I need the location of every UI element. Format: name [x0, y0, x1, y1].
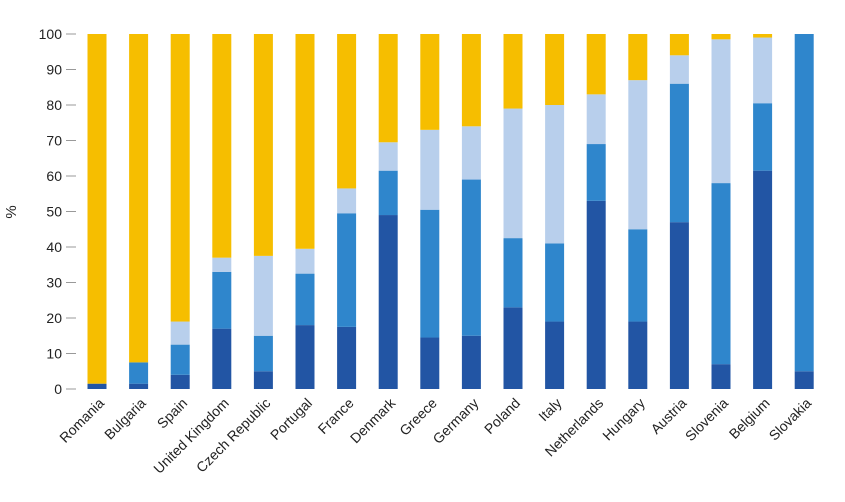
y-tick-label: 10 — [46, 346, 62, 362]
bar-segment-2 — [337, 213, 357, 327]
bar-segment-3 — [711, 39, 731, 184]
bar-segment-4 — [129, 34, 149, 363]
bars — [87, 34, 814, 389]
bar-segment-2 — [212, 271, 232, 329]
bar-segment-1 — [753, 170, 773, 389]
x-tick-label: Denmark — [347, 394, 399, 446]
bar-segment-2 — [794, 34, 814, 372]
y-tick-label: 80 — [46, 97, 62, 113]
y-tick-label: 60 — [46, 168, 62, 184]
bar-segment-4 — [545, 34, 565, 105]
x-tick-label: Portugal — [267, 395, 315, 443]
x-tick-label: Bulgaria — [101, 395, 149, 443]
y-axis-label: % — [3, 205, 20, 218]
bar-segment-3 — [212, 257, 232, 272]
bar-segment-3 — [461, 126, 481, 180]
y-axis: 0 10 20 30 40 50 60 70 80 90 100 — [39, 26, 76, 397]
bar-segment-4 — [503, 34, 523, 109]
x-tick-label: Slovakia — [766, 395, 815, 444]
bar-segment-1 — [461, 335, 481, 389]
bar-segment-4 — [420, 34, 440, 130]
x-tick-label: Slovenia — [682, 395, 731, 444]
y-tick-label: 40 — [46, 239, 62, 255]
bar-segment-1 — [794, 371, 814, 389]
x-tick-label: Italy — [535, 395, 564, 424]
bar-segment-2 — [170, 344, 190, 375]
y-tick-label: 50 — [46, 204, 62, 220]
x-tick-label: Romania — [56, 395, 107, 446]
x-tick-label: Hungary — [599, 395, 648, 444]
bar-segment-4 — [711, 34, 731, 40]
bar-segment-2 — [461, 179, 481, 336]
x-tick-label: Poland — [481, 395, 523, 437]
bar-segment-1 — [170, 374, 190, 389]
bar-segment-3 — [337, 188, 357, 214]
bar-segment-2 — [545, 243, 565, 322]
bar-segment-4 — [170, 34, 190, 322]
x-tick-label: Belgium — [726, 395, 773, 442]
bar-segment-1 — [503, 307, 523, 389]
bar-segment-2 — [753, 103, 773, 171]
bar-segment-1 — [586, 200, 606, 389]
bar-segment-2 — [129, 362, 149, 384]
bar-segment-2 — [628, 229, 648, 322]
bar-segment-4 — [753, 34, 773, 38]
bar-segment-1 — [420, 337, 440, 389]
bar-segment-1 — [711, 364, 731, 389]
bar-segment-4 — [253, 34, 273, 256]
bar-segment-1 — [545, 321, 565, 389]
x-tick-label: United Kingdom — [150, 395, 232, 477]
bar-segment-4 — [628, 34, 648, 81]
bar-segment-3 — [420, 129, 440, 210]
bar-segment-1 — [669, 222, 689, 389]
bar-segment-2 — [669, 83, 689, 223]
bar-segment-3 — [586, 94, 606, 145]
bar-segment-2 — [378, 170, 398, 216]
bar-segment-4 — [378, 34, 398, 143]
bar-segment-3 — [503, 108, 523, 239]
bar-segment-1 — [87, 383, 107, 389]
bar-segment-3 — [669, 55, 689, 84]
bar-segment-4 — [669, 34, 689, 56]
bar-segment-2 — [503, 238, 523, 308]
bar-segment-1 — [129, 383, 149, 389]
bar-segment-1 — [378, 215, 398, 389]
x-tick-label: Spain — [154, 395, 191, 432]
bar-segment-4 — [337, 34, 357, 189]
x-tick-label: Germany — [429, 395, 481, 447]
bar-segment-1 — [337, 326, 357, 389]
bar-segment-4 — [212, 34, 232, 258]
y-tick-label: 30 — [46, 275, 62, 291]
y-tick-label: 0 — [54, 381, 62, 397]
bar-segment-3 — [628, 80, 648, 230]
bar-segment-3 — [253, 255, 273, 336]
bar-segment-4 — [586, 34, 606, 95]
bar-segment-1 — [295, 325, 315, 389]
bar-segment-4 — [295, 34, 315, 249]
x-tick-label: Czech Republic — [193, 395, 274, 476]
bar-segment-3 — [753, 37, 773, 104]
bar-segment-2 — [253, 335, 273, 372]
y-tick-label: 20 — [46, 310, 62, 326]
bar-segment-3 — [295, 248, 315, 274]
bar-segment-3 — [545, 105, 565, 244]
bar-segment-1 — [628, 321, 648, 389]
y-tick-label: 100 — [39, 26, 63, 42]
bar-segment-3 — [378, 142, 398, 171]
bar-segment-3 — [170, 321, 190, 345]
y-tick-label: 70 — [46, 133, 62, 149]
y-tick-label: 90 — [46, 62, 62, 78]
bar-segment-2 — [295, 273, 315, 326]
bar-segment-1 — [253, 371, 273, 389]
bar-segment-2 — [711, 183, 731, 365]
bar-segment-4 — [461, 34, 481, 127]
bar-segment-2 — [420, 209, 440, 338]
bar-segment-1 — [212, 328, 232, 389]
bar-segment-4 — [87, 34, 107, 384]
bar-segment-2 — [586, 144, 606, 201]
